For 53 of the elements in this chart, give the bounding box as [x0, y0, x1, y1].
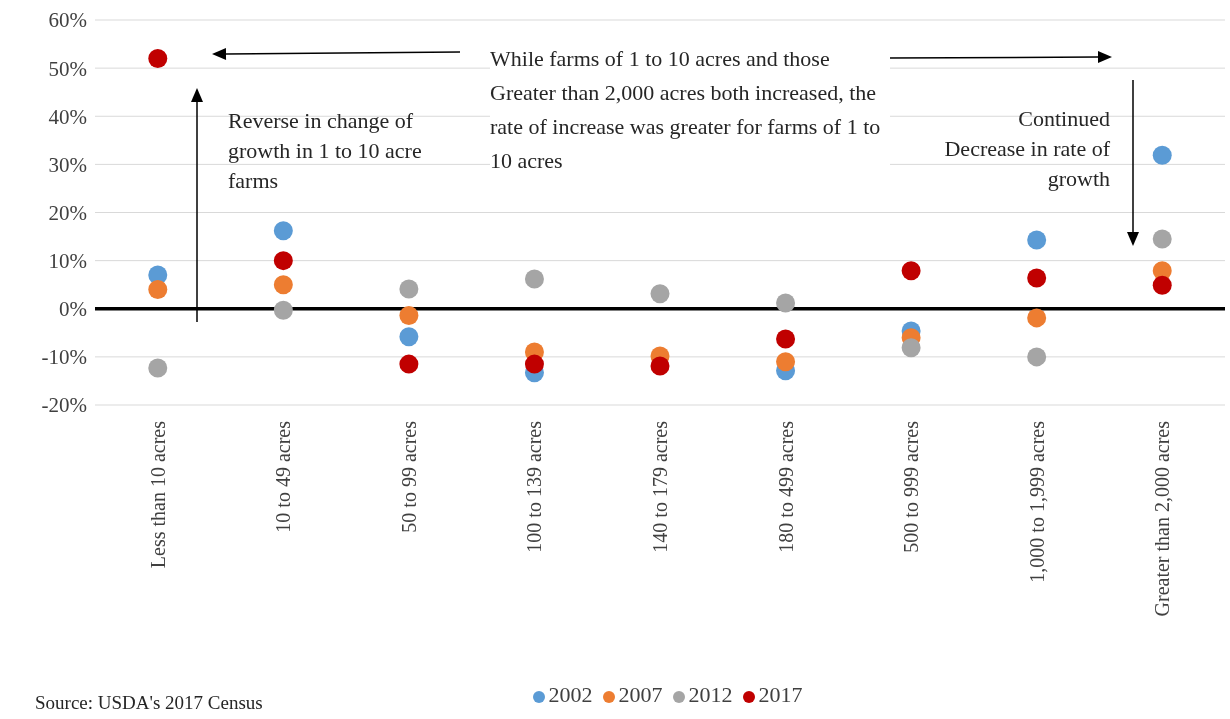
point: [273, 251, 293, 271]
point: [273, 221, 293, 241]
point: [1152, 275, 1172, 295]
point: [1152, 145, 1172, 165]
point: [1027, 230, 1047, 250]
y-tick-label: 20%: [48, 200, 87, 225]
legend-label: 2012: [688, 682, 733, 707]
x-tick-label: Greater than 2,000 acres: [1151, 420, 1174, 617]
point: [650, 284, 670, 304]
x-tick-label: 1,000 to 1,999 acres: [1025, 420, 1048, 583]
x-tick-label: 180 to 499 acres: [774, 420, 797, 553]
point: [1152, 229, 1172, 249]
y-tick-label: -10%: [41, 345, 87, 370]
y-tick-label: 40%: [48, 104, 87, 129]
x-tick-label: Less than 10 acres: [146, 420, 169, 569]
x-tick-label: 140 to 179 acres: [649, 420, 671, 553]
point: [524, 269, 544, 289]
point: [399, 305, 419, 325]
x-tick-label: 50 to 99 acres: [397, 420, 420, 533]
y-tick-label: 10%: [48, 249, 87, 274]
point: [524, 354, 544, 374]
y-tick-label: 50%: [48, 56, 87, 81]
x-tick-label: 100 to 139 acres: [523, 420, 546, 553]
x-tick-label: 500 to 999 acres: [900, 420, 923, 553]
point: [776, 293, 796, 313]
point: [650, 356, 670, 376]
point: [901, 338, 921, 358]
x-tick-label: 10 to 49 acres: [272, 420, 295, 533]
annotation: While farms of 1 to 10 acres and those Greater than 2,000 acres both increased, the rate of increase was greater for farms of 1 to 10 acres: [490, 42, 890, 178]
point: [399, 279, 419, 299]
point: [148, 280, 168, 299]
point: [776, 329, 796, 349]
annotation: Continued Decrease in rate of growth: [943, 105, 1110, 193]
point: [901, 261, 921, 281]
point: [148, 358, 168, 378]
point: [148, 49, 168, 68]
annotation: Reverse in change of growth in 1 to 10 acre farms: [228, 107, 423, 195]
point: [399, 327, 419, 347]
point: [1027, 347, 1047, 367]
point: [1027, 268, 1047, 288]
y-tick-label: 60%: [48, 8, 87, 33]
legend-label: 2017: [758, 682, 803, 707]
legend-label: 2002: [548, 682, 593, 707]
legend-label: 2007: [618, 682, 663, 707]
point: [776, 352, 796, 372]
point: [399, 354, 419, 374]
y-tick-label: 0%: [59, 297, 87, 322]
point: [273, 300, 293, 320]
y-tick-label: 30%: [48, 152, 87, 177]
point: [1027, 308, 1047, 328]
source-note: Source: USDA's 2017 Census: [35, 691, 263, 715]
point: [273, 275, 293, 295]
y-tick-label: -20%: [41, 393, 87, 418]
